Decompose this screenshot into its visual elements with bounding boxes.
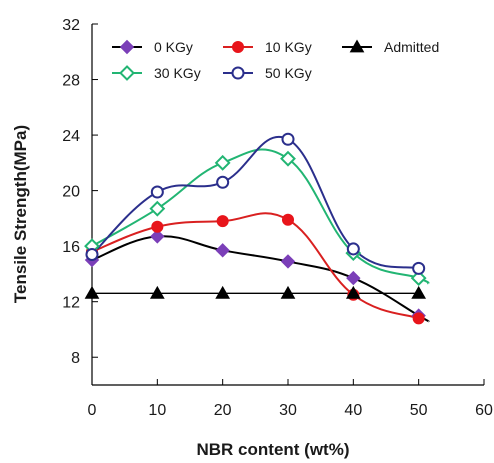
- legend-marker-30-kgy: [119, 65, 135, 81]
- data-point-30-kgy: [410, 270, 427, 287]
- x-tick-label: 20: [214, 402, 232, 419]
- x-tick-label: 30: [279, 402, 297, 419]
- legend-marker-0-kgy: [119, 39, 135, 55]
- y-tick-label: 32: [62, 17, 80, 34]
- data-point-30-kgy: [214, 154, 231, 171]
- data-point-admitted: [411, 285, 427, 299]
- y-tick-label: 8: [71, 350, 80, 367]
- data-point-50-kgy: [85, 247, 99, 262]
- data-point-10-kgy: [281, 213, 295, 226]
- y-tick-label: 12: [62, 295, 80, 312]
- data-point-50-kgy: [281, 132, 295, 146]
- legend-label-50-kgy: 50 KGy: [265, 65, 312, 81]
- legend: 0 KGy 10 KGy Admitted 30 KGy 50 KGy: [112, 39, 439, 81]
- legend-label-10-kgy: 10 KGy: [265, 39, 312, 55]
- data-point-0-kgy: [346, 270, 361, 286]
- data-point-0-kgy: [150, 229, 165, 244]
- data-point-admitted: [149, 285, 165, 299]
- legend-label-30-kgy: 30 KGy: [154, 65, 201, 81]
- data-point-admitted: [280, 285, 296, 299]
- data-point-admitted: [84, 285, 100, 299]
- series-lines: [91, 136, 430, 323]
- data-point-10-kgy: [412, 312, 425, 325]
- data-point-10-kgy: [216, 215, 229, 228]
- y-tick-label: 16: [62, 239, 80, 256]
- legend-marker-admitted: [349, 39, 365, 53]
- data-point-50-kgy: [216, 175, 230, 189]
- data-point-10-kgy: [151, 220, 164, 233]
- y-tick-label: 24: [62, 128, 80, 145]
- x-tick-label: 50: [410, 402, 428, 419]
- data-point-admitted: [215, 285, 231, 299]
- legend-marker-10-kgy: [231, 40, 245, 54]
- data-point-50-kgy: [412, 261, 426, 275]
- data-point-admitted: [345, 285, 361, 299]
- data-point-0-kgy: [280, 254, 296, 269]
- legend-label-0-kgy: 0 KGy: [154, 39, 193, 55]
- x-tick-label: 40: [344, 402, 362, 419]
- legend-marker-50-kgy: [231, 66, 245, 80]
- series-line-50-kgy: [91, 136, 419, 270]
- x-axis-title: NBR content (wt%): [197, 440, 350, 459]
- data-point-30-kgy: [149, 200, 166, 217]
- axes: 8 12 16 20 24 28 32 0 10 20 30 40 50 60: [62, 17, 493, 419]
- x-tick-label: 0: [88, 402, 97, 419]
- data-point-0-kgy: [215, 243, 230, 258]
- data-point-30-kgy: [280, 150, 296, 167]
- x-tick-label: 60: [475, 402, 493, 419]
- series-markers: [84, 132, 427, 325]
- y-tick-label: 20: [62, 184, 80, 201]
- x-tick-label: 10: [148, 402, 166, 419]
- data-point-50-kgy: [150, 185, 164, 199]
- y-tick-label: 28: [62, 73, 80, 90]
- legend-label-admitted: Admitted: [384, 39, 439, 55]
- y-axis-title: Tensile Strength(MPa): [11, 125, 30, 303]
- data-point-50-kgy: [346, 242, 360, 256]
